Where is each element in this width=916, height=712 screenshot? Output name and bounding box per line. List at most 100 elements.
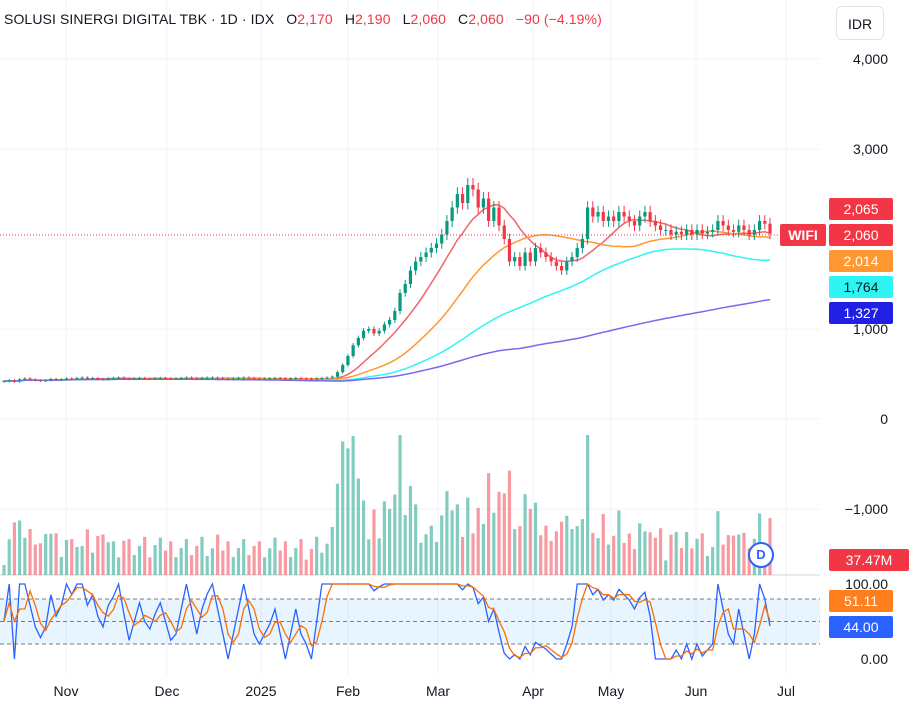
candle-body (101, 378, 105, 380)
candle-body (2, 381, 6, 383)
volume-bar (528, 508, 532, 575)
ma-line (3, 298, 771, 382)
volume-bar (80, 545, 84, 575)
time-axis-tick: Jul (777, 683, 795, 699)
volume-bar (205, 555, 209, 575)
candle-body (690, 230, 694, 235)
volume-bar (320, 552, 324, 575)
candle-body (236, 378, 241, 380)
candle-body (111, 378, 116, 380)
volume-bar (226, 541, 230, 575)
time-axis-tick: Dec (154, 683, 180, 699)
volume-bar (690, 548, 694, 575)
candle-body (278, 378, 282, 380)
volume-bar (54, 533, 58, 575)
volume-bar (236, 548, 241, 575)
volume-bar (653, 537, 657, 575)
candle-body (476, 189, 480, 208)
candle-body (122, 377, 126, 379)
candle-body (559, 266, 564, 271)
candle-body (184, 377, 188, 379)
candle-body (752, 230, 756, 235)
candle-body (393, 311, 397, 320)
candle-body (679, 231, 684, 235)
candle-body (612, 216, 616, 221)
volume-bar (351, 435, 355, 575)
candle-body (377, 330, 381, 334)
volume-bar (705, 555, 710, 575)
candle-body (252, 378, 256, 380)
candle-body (38, 380, 43, 382)
time-axis-tick: Feb (335, 683, 361, 699)
volume-bar (575, 526, 579, 575)
candle-body (153, 378, 157, 380)
candle-body (580, 239, 585, 248)
candle-body (163, 378, 168, 380)
candle-body (283, 378, 287, 380)
candle-body (716, 221, 720, 230)
currency-button[interactable]: IDR (836, 6, 884, 40)
volume-bar (643, 531, 647, 575)
volume-bar (612, 535, 616, 575)
volume-bar (90, 552, 95, 575)
candle-body (106, 378, 110, 380)
candle-body (341, 365, 345, 373)
candle-body (731, 230, 736, 232)
volume-tag: 37.47M (829, 549, 909, 571)
osc-tag-d: 51.11 (829, 590, 893, 612)
volume-bar (189, 555, 194, 575)
volume-bar (502, 493, 506, 575)
high-label: H (344, 11, 356, 27)
volume-bar (294, 548, 298, 575)
volume-bar (117, 557, 121, 575)
candle-body (210, 377, 215, 379)
candle-body (59, 379, 63, 381)
volume-bar (278, 550, 282, 575)
volume-bar (617, 510, 621, 575)
candle-body (49, 378, 53, 381)
dividend-icon[interactable]: D (748, 542, 774, 568)
candle-body (388, 320, 392, 325)
volume-bar (252, 545, 256, 575)
price-axis-tick: −1,000 (844, 501, 888, 517)
candle-body (414, 261, 418, 271)
volume-bar (127, 539, 131, 575)
candle-body (460, 194, 465, 203)
volume-bar (398, 435, 402, 575)
candle-body (622, 212, 626, 217)
volume-bar (330, 527, 334, 575)
volume-bar (685, 532, 689, 575)
volume-bar (216, 534, 220, 575)
candle-body (434, 243, 439, 248)
volume-bar (346, 448, 350, 575)
candle-body (361, 330, 366, 338)
volume-bar (518, 526, 522, 575)
price-axis-tick: 1,000 (852, 321, 888, 337)
candle-body (408, 270, 413, 284)
candle-body (127, 378, 131, 380)
volume-bar (570, 529, 574, 575)
candle-body (299, 378, 303, 380)
candle-body (591, 207, 595, 217)
osc-axis-tick: 100.00 (845, 576, 888, 592)
candle-body (544, 252, 548, 257)
volume-bar (632, 549, 637, 575)
oscillator-pane (0, 581, 820, 661)
candle-body (75, 378, 79, 380)
time-axis-tick: May (597, 683, 625, 699)
volume-bar (195, 545, 199, 575)
volume-bar (497, 491, 501, 575)
candle-body (549, 257, 553, 262)
symbol-name: SOLUSI SINERGI DIGITAL TBK · 1D · IDX (4, 11, 275, 27)
candle-body (445, 221, 449, 235)
volume-bar (533, 502, 538, 575)
open-value: 2,170 (297, 11, 333, 27)
price-axis-tick: 3,000 (852, 141, 888, 157)
volume-bar (700, 533, 704, 575)
candle-body (513, 257, 517, 262)
candle-body (351, 345, 355, 356)
volume-bar (309, 548, 314, 575)
time-axis-tick: Jun (684, 683, 708, 699)
candle-body (132, 378, 136, 380)
